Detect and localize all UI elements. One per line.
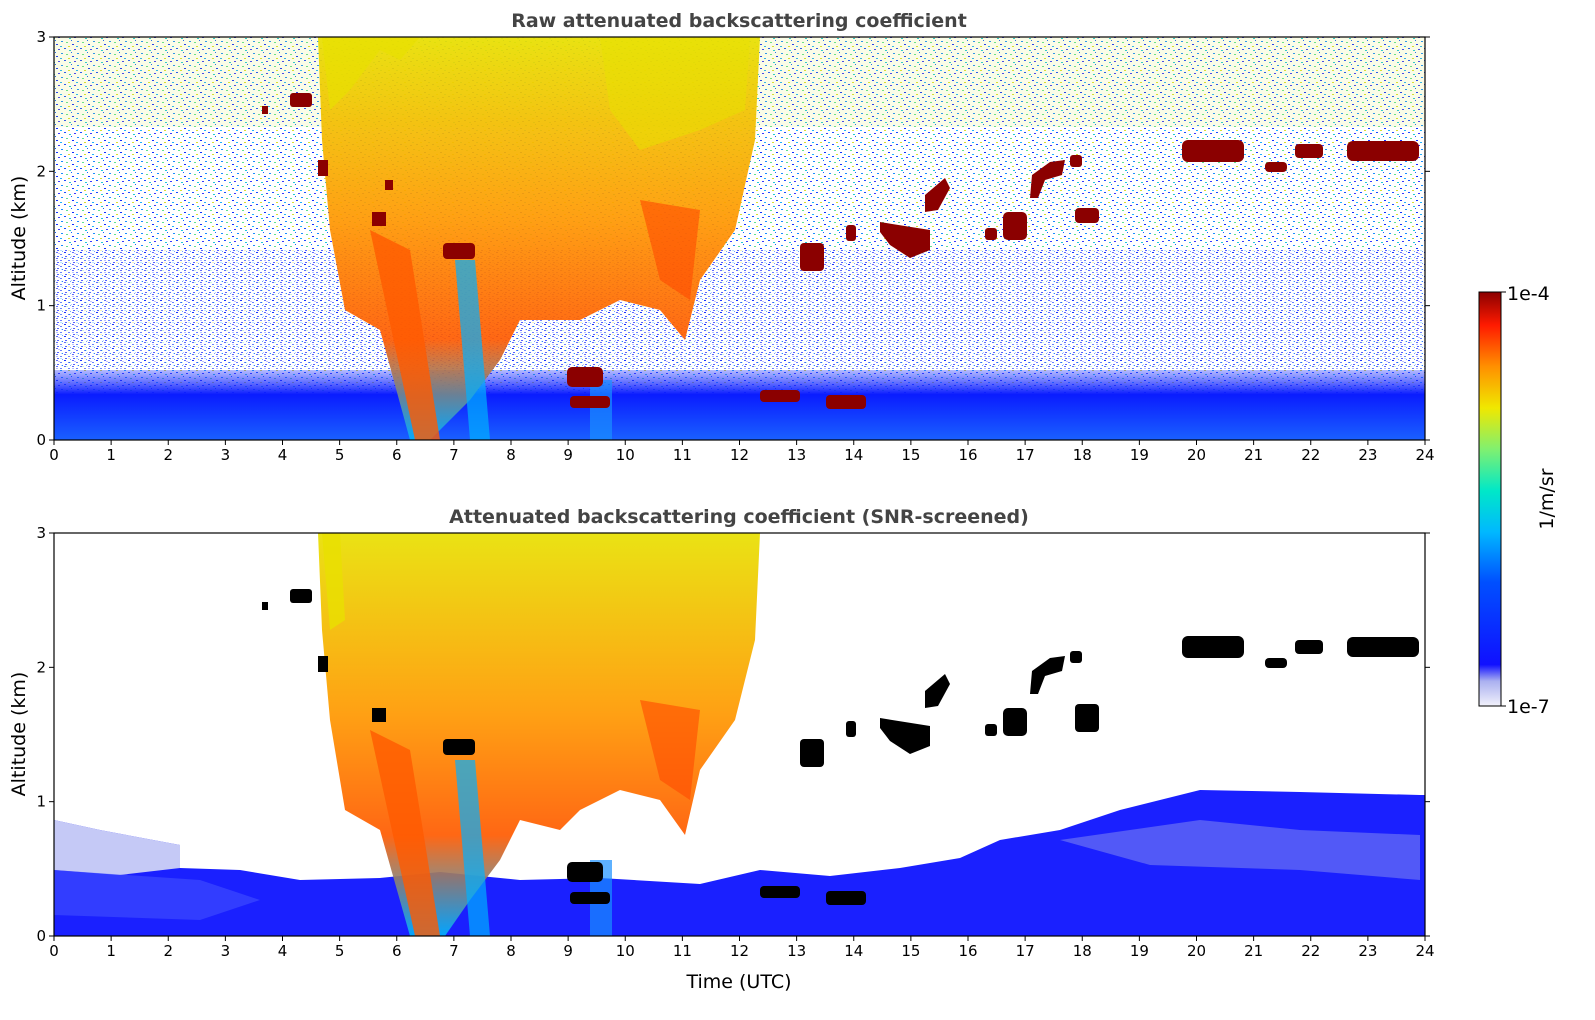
raw-x-tick-label: 20	[1187, 446, 1206, 464]
screened-panel: Attenuated backscattering coefficient (S…	[8, 506, 1435, 993]
raw-x-tick-label: 10	[616, 446, 635, 464]
screened-y-tick-label: 3	[36, 524, 46, 542]
x-axis-label: Time (UTC)	[685, 971, 791, 993]
raw-x-tick-label: 17	[1016, 446, 1035, 464]
screened-streak-edge	[322, 533, 345, 630]
raw-x-tick-label: 13	[787, 446, 806, 464]
screened-streak-core-2	[455, 760, 490, 936]
screened-heatmap	[54, 533, 1425, 936]
colorbar-unit-label: 1/m/sr	[1536, 468, 1558, 529]
raw-panel: Raw attenuated backscattering coefficien…	[8, 10, 1435, 464]
raw-x-tick-label: 1	[106, 446, 116, 464]
raw-surface-layer	[54, 370, 1425, 440]
raw-x-tick-label: 19	[1130, 446, 1149, 464]
raw-x-tick-label: 4	[278, 446, 288, 464]
raw-streak-core-3	[640, 200, 700, 300]
screened-x-tick-label: 14	[844, 942, 863, 960]
raw-y-tick-label: 0	[36, 431, 46, 449]
screened-x-tick-label: 16	[958, 942, 977, 960]
colorbar-gradient	[1478, 291, 1502, 707]
raw-x-tick-label: 7	[449, 446, 459, 464]
raw-x-axis: 0 1 2 3 4 5 6 7 8 9 10 11 12 13 14 15 16 17 18 19 20 21 22 23 24	[49, 440, 1435, 464]
screened-x-tick-label: 18	[1073, 942, 1092, 960]
raw-mid-noise	[54, 250, 1425, 370]
raw-x-tick-label: 22	[1301, 446, 1320, 464]
screened-panel-title: Attenuated backscattering coefficient (S…	[449, 506, 1029, 528]
screened-x-tick-label: 0	[49, 942, 59, 960]
colorbar-max-label: 1e-4	[1507, 283, 1550, 305]
screened-faint-layer-left	[54, 820, 180, 875]
screened-y-tick-label: 0	[36, 927, 46, 945]
screened-streak-core-3	[640, 700, 700, 800]
screened-x-tick-label: 6	[392, 942, 402, 960]
raw-y-axis: 0 1 2 3	[36, 28, 1430, 449]
raw-x-tick-label: 5	[335, 446, 345, 464]
screened-streak-core-1	[370, 730, 440, 936]
colorbar-min-label: 1e-7	[1507, 696, 1550, 718]
raw-x-tick-label: 23	[1358, 446, 1377, 464]
raw-x-tick-label: 6	[392, 446, 402, 464]
screened-x-tick-label: 5	[335, 942, 345, 960]
screened-x-tick-label: 7	[449, 942, 459, 960]
raw-x-tick-label: 24	[1415, 446, 1434, 464]
colorbar: 1e-4 1e-7 1/m/sr	[1478, 283, 1558, 718]
raw-x-tick-label: 15	[901, 446, 920, 464]
screened-y-tick-label: 2	[36, 658, 46, 676]
screened-x-tick-label: 12	[730, 942, 749, 960]
raw-x-tick-label: 14	[844, 446, 863, 464]
screened-x-tick-label: 19	[1130, 942, 1149, 960]
raw-x-tick-label: 21	[1244, 446, 1263, 464]
raw-streak-core-1	[370, 230, 440, 440]
raw-x-tick-label: 8	[506, 446, 516, 464]
screened-surface-patch	[54, 870, 260, 920]
screened-x-tick-label: 23	[1358, 942, 1377, 960]
screened-x-tick-label: 1	[106, 942, 116, 960]
screened-y-tick-label: 1	[36, 793, 46, 811]
raw-x-tick-label: 16	[958, 446, 977, 464]
raw-y-tick-label: 1	[36, 297, 46, 315]
raw-y-axis-label: Altitude (km)	[8, 176, 30, 301]
screened-x-tick-label: 4	[278, 942, 288, 960]
screened-x-tick-label: 22	[1301, 942, 1320, 960]
screened-x-tick-label: 21	[1244, 942, 1263, 960]
screened-precip-streaks	[318, 533, 760, 936]
raw-panel-title: Raw attenuated backscattering coefficien…	[511, 10, 967, 32]
screened-x-tick-label: 24	[1415, 942, 1434, 960]
raw-streak-top-yellow-2	[600, 37, 750, 150]
screened-surface-layer	[54, 790, 1425, 936]
screened-x-tick-label: 20	[1187, 942, 1206, 960]
raw-cloud-layers	[262, 93, 1419, 409]
screened-x-tick-label: 11	[673, 942, 692, 960]
screened-x-tick-label: 17	[1016, 942, 1035, 960]
screened-cloud-layers	[262, 589, 1419, 905]
raw-heatmap	[54, 37, 1425, 440]
raw-x-tick-label: 18	[1073, 446, 1092, 464]
raw-x-tick-label: 2	[163, 446, 173, 464]
screened-y-axis-label: Altitude (km)	[8, 672, 30, 797]
raw-y-tick-label: 2	[36, 162, 46, 180]
screened-faint-layer-right	[1060, 820, 1420, 880]
screened-x-tick-label: 10	[616, 942, 635, 960]
raw-x-tick-label: 9	[563, 446, 573, 464]
screened-x-tick-label: 2	[163, 942, 173, 960]
screened-y-axis: 0 1 2 3	[36, 524, 1430, 945]
raw-streak-top-yellow	[322, 37, 420, 110]
raw-x-tick-label: 0	[49, 446, 59, 464]
raw-x-tick-label: 12	[730, 446, 749, 464]
screened-x-axis: 0 1 2 3 4 5 6 7 8 9 10 11 12 13 14 15 16 17 18 19 20 21 22 23 24	[49, 936, 1435, 960]
raw-light-column	[590, 380, 612, 440]
raw-streak-core-2	[455, 260, 490, 440]
raw-x-tick-label: 11	[673, 446, 692, 464]
screened-x-tick-label: 3	[221, 942, 231, 960]
raw-y-tick-label: 3	[36, 28, 46, 46]
screened-x-tick-label: 15	[901, 942, 920, 960]
screened-x-tick-label: 8	[506, 942, 516, 960]
screened-x-tick-label: 13	[787, 942, 806, 960]
screened-x-tick-label: 9	[563, 942, 573, 960]
raw-x-tick-label: 3	[221, 446, 231, 464]
